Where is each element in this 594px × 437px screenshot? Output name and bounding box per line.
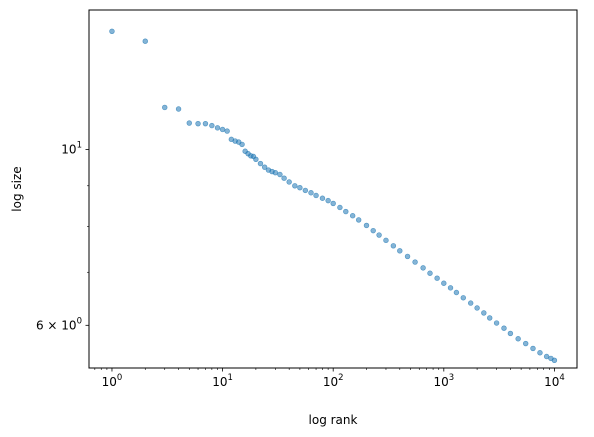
data-point xyxy=(313,192,319,199)
data-point xyxy=(543,353,550,360)
data-point xyxy=(286,179,292,185)
data-point xyxy=(447,285,454,291)
data-point xyxy=(515,336,521,342)
data-point xyxy=(363,222,370,229)
plot-frame xyxy=(88,9,578,369)
data-point xyxy=(219,126,226,133)
x-axis: 100 101 102 103 104 xyxy=(94,368,565,389)
data-point xyxy=(420,265,426,271)
data-point xyxy=(302,187,309,194)
data-point xyxy=(202,120,209,127)
data-point xyxy=(349,213,356,219)
x-tick-label: 103 xyxy=(433,373,454,389)
data-points xyxy=(109,28,558,363)
data-point xyxy=(434,275,440,281)
y-tick-label: 6 × 100 xyxy=(36,316,82,332)
data-point xyxy=(330,200,336,207)
data-point xyxy=(376,232,382,238)
data-point xyxy=(370,227,376,234)
data-point xyxy=(281,175,287,181)
data-point xyxy=(224,128,230,134)
data-point xyxy=(253,156,259,163)
data-point xyxy=(355,217,362,223)
data-point xyxy=(507,330,514,337)
y-axis: 6 × 100 101 xyxy=(36,141,89,332)
y-tick-label: 101 xyxy=(61,141,82,157)
data-point xyxy=(239,141,245,148)
data-point xyxy=(397,248,403,254)
data-point xyxy=(257,160,264,167)
data-point xyxy=(272,169,279,176)
data-point xyxy=(325,197,331,204)
x-tick-label: 104 xyxy=(544,373,565,389)
data-point xyxy=(175,106,182,112)
data-point xyxy=(441,280,447,286)
data-point xyxy=(319,195,326,201)
x-tick-label: 101 xyxy=(212,373,233,389)
data-point xyxy=(383,237,389,244)
data-point xyxy=(501,325,507,331)
data-point xyxy=(481,310,487,316)
data-point xyxy=(427,270,433,276)
data-point xyxy=(261,164,268,170)
data-point xyxy=(337,204,343,211)
data-point xyxy=(460,295,466,301)
data-point xyxy=(487,315,493,321)
data-point xyxy=(109,28,115,34)
data-point xyxy=(551,357,558,363)
data-point xyxy=(214,125,221,131)
data-point xyxy=(390,243,397,249)
data-point xyxy=(453,289,460,296)
data-point xyxy=(162,104,168,111)
data-point xyxy=(297,185,303,191)
data-point xyxy=(474,305,480,311)
data-point xyxy=(209,122,215,129)
data-point xyxy=(186,120,192,126)
data-point xyxy=(412,259,418,265)
data-point xyxy=(537,350,543,356)
y-axis-label: log size xyxy=(10,166,24,211)
data-point xyxy=(522,340,529,347)
data-point xyxy=(404,253,411,260)
data-point xyxy=(277,171,283,178)
data-point xyxy=(530,345,536,352)
x-axis-label: log rank xyxy=(309,413,358,427)
data-point xyxy=(467,300,474,306)
data-point xyxy=(292,183,298,189)
x-tick-label: 102 xyxy=(323,373,344,389)
data-point xyxy=(195,120,201,127)
x-tick-label: 100 xyxy=(102,373,123,389)
data-point xyxy=(343,208,349,215)
data-point xyxy=(308,190,314,196)
data-point xyxy=(142,38,148,44)
data-point xyxy=(493,320,500,326)
